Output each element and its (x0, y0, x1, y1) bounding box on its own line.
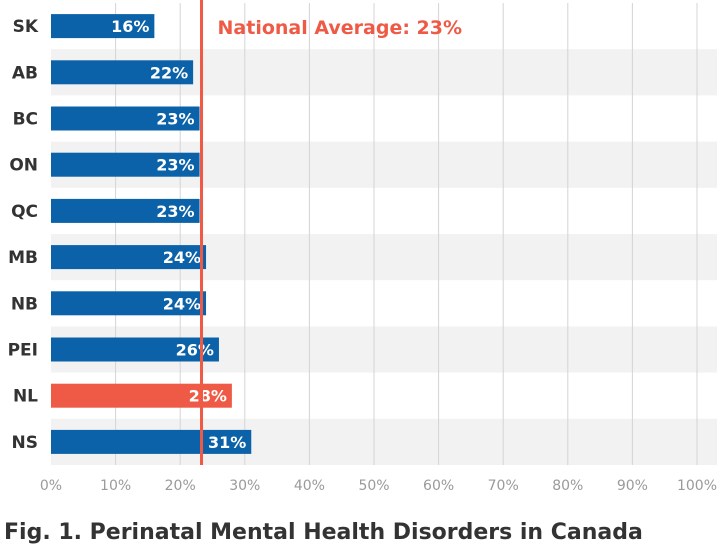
value-label: 26% (176, 341, 214, 360)
x-tick-label: 30% (229, 478, 260, 494)
bar (51, 60, 194, 85)
value-label: 22% (150, 63, 188, 82)
x-tick-label: 20% (165, 478, 196, 494)
category-label: NB (11, 294, 38, 314)
bar (51, 106, 200, 131)
category-label: NS (12, 433, 38, 453)
value-label: 24% (163, 248, 201, 267)
bar (51, 245, 207, 270)
bar (51, 429, 252, 454)
bar (51, 152, 200, 177)
bar (51, 198, 200, 223)
bar-chart: SK 16% AB 22% BC 23% ON 23% QC 23% MB 24% NB 24% PEI 26… (8, 0, 717, 494)
x-tick-label: 60% (423, 478, 454, 494)
category-label: AB (12, 63, 38, 83)
category-label: NL (13, 387, 38, 407)
category-label: BC (13, 110, 38, 130)
category-label: SK (13, 17, 39, 37)
value-label: 16% (111, 17, 149, 36)
value-label: 23% (156, 202, 194, 221)
figure-caption: Fig. 1. Perinatal Mental Health Disorder… (4, 520, 643, 545)
x-tick-label: 50% (358, 478, 389, 494)
value-label: 28% (189, 387, 227, 406)
value-label: 23% (156, 110, 194, 129)
value-label: 31% (208, 433, 246, 452)
value-label: 23% (156, 156, 194, 175)
category-label: QC (11, 202, 38, 222)
x-tick-label: 70% (488, 478, 519, 494)
x-tick-label: 0% (40, 478, 62, 494)
category-label: ON (9, 156, 38, 176)
bar (51, 14, 155, 39)
x-tick-label: 80% (552, 478, 583, 494)
bar (51, 291, 207, 316)
category-label: PEI (8, 341, 38, 361)
x-tick-label: 40% (294, 478, 325, 494)
x-tick-label: 90% (617, 478, 648, 494)
x-tick-label: 10% (100, 478, 131, 494)
bar (51, 337, 219, 362)
value-label: 24% (163, 294, 201, 313)
x-tick-label: 100% (677, 478, 717, 494)
national-average-label: National Average: 23% (218, 17, 463, 39)
category-label: MB (8, 248, 38, 268)
